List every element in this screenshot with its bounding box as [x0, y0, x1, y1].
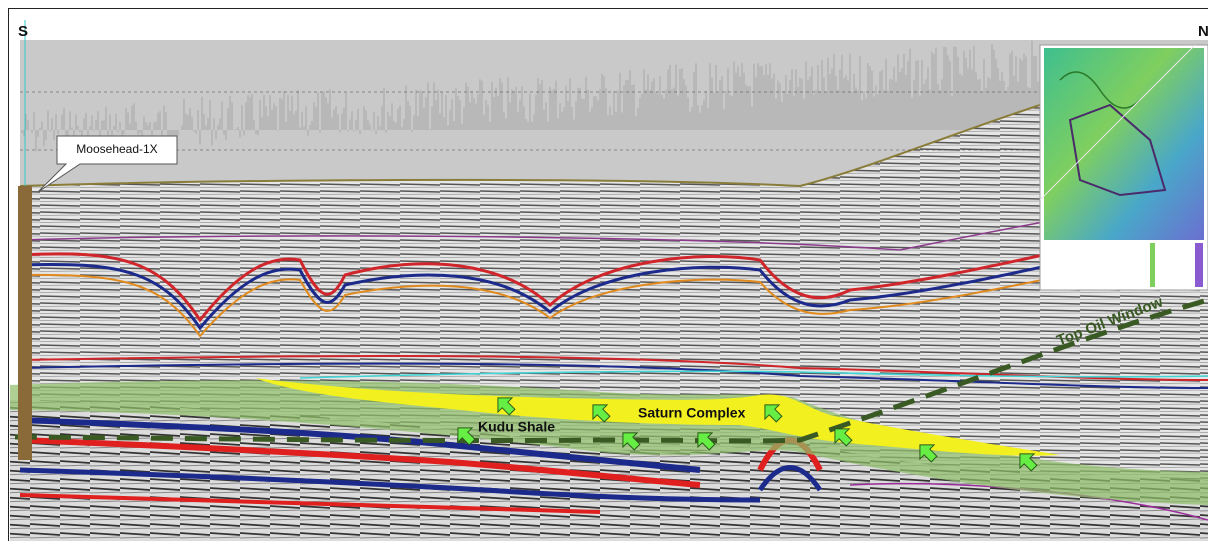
- arrow: [834, 428, 853, 447]
- arrow: [919, 444, 938, 463]
- saturn-complex: [255, 378, 1060, 456]
- arrow: [457, 427, 476, 446]
- kudu-shale-label: Kudu Shale: [478, 419, 555, 435]
- migration-arrows: [457, 397, 1038, 472]
- frame: [8, 8, 1208, 541]
- well-log: [18, 186, 32, 460]
- north-label: N: [1198, 23, 1208, 40]
- well-callout: [37, 135, 178, 193]
- deep-reflectors: [19, 417, 1208, 521]
- arrow: [622, 432, 641, 451]
- arrow: [764, 404, 783, 423]
- south-label: S: [18, 23, 28, 40]
- arrow: [697, 432, 716, 451]
- arrow: [497, 397, 516, 416]
- seafloor: [19, 54, 1208, 188]
- top-oil-window-line: [14, 297, 1208, 444]
- arrow: [1019, 453, 1038, 472]
- saturn-complex-label: Saturn Complex: [638, 405, 746, 421]
- arrow: [592, 404, 611, 423]
- inset-map: [1039, 44, 1208, 291]
- water-noise: [21, 40, 1039, 154]
- kudu-shale-band: [10, 380, 1208, 505]
- well-label: Moosehead-1X: [76, 142, 157, 156]
